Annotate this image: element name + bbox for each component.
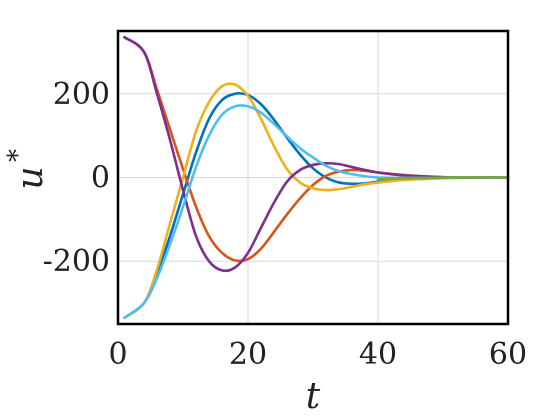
y-tick-label-1: 0: [91, 161, 110, 196]
series-line-3: [123, 35, 510, 273]
series-line-5: [376, 176, 510, 181]
series-group: [123, 35, 510, 320]
y-axis-label-group: u *: [3, 149, 51, 190]
x-tick-labels: 0 20 40 60: [108, 337, 527, 372]
y-axis-label: u: [10, 166, 51, 189]
y-tick-labels: -200 0 200: [43, 77, 110, 279]
x-tick-label-3: 60: [489, 337, 527, 372]
series-line-1: [123, 35, 510, 263]
plot-frame: [116, 29, 510, 326]
x-tick-label-0: 0: [108, 337, 127, 372]
x-tick-label-1: 20: [229, 337, 267, 372]
y-tick-label-0: -200: [43, 244, 110, 279]
x-axis-label: t: [306, 376, 321, 417]
series-line-2: [123, 82, 510, 320]
y-axis-label-superscript: *: [3, 149, 33, 162]
y-tick-label-2: 200: [53, 77, 110, 112]
series-line-0: [123, 92, 510, 320]
x-tick-label-2: 40: [359, 337, 397, 372]
series-line-4: [123, 104, 510, 320]
